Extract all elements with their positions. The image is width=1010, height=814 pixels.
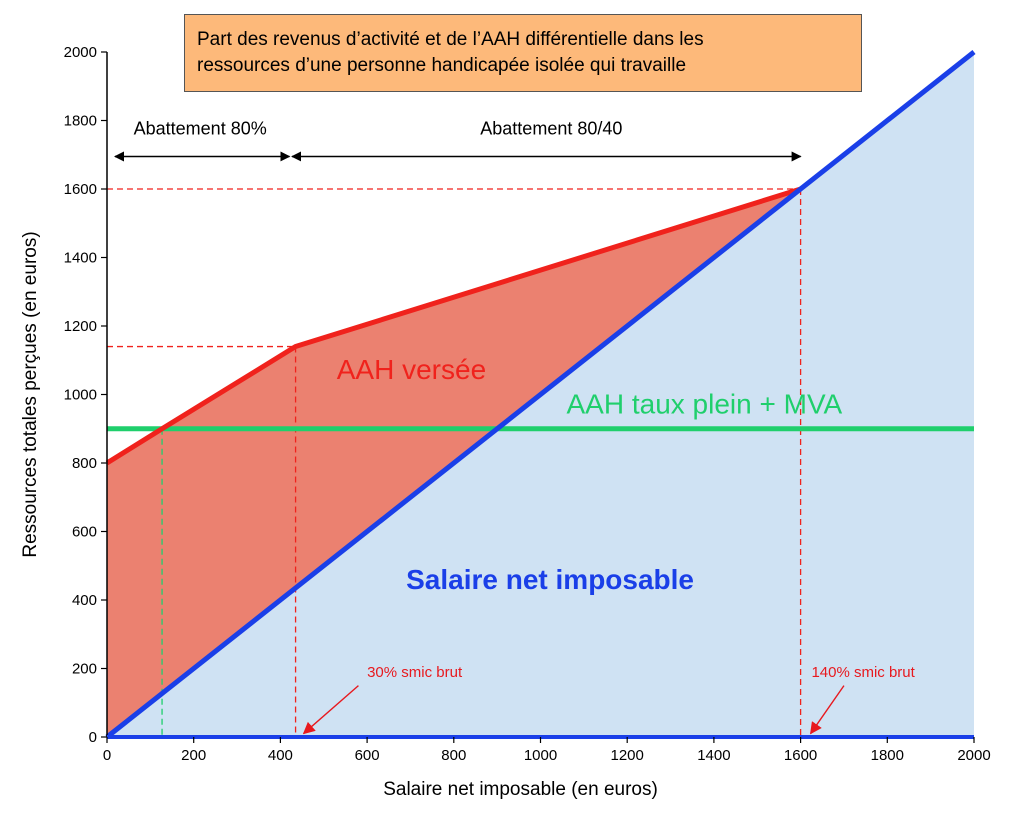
y-tick-label: 1000 — [64, 387, 97, 404]
aah-plein-label: AAH taux plein + MVA — [567, 388, 843, 419]
smic-30-label: 30% smic brut — [367, 664, 463, 681]
abattement-80-label: Abattement 80% — [134, 118, 267, 138]
smic-140-label: 140% smic brut — [811, 664, 915, 681]
abattement-80-40-label: Abattement 80/40 — [480, 118, 622, 138]
x-tick-label: 400 — [268, 747, 293, 764]
x-tick-label: 1000 — [524, 747, 557, 764]
x-axis-label: Salaire net imposable (en euros) — [383, 779, 658, 800]
y-tick-label: 600 — [72, 524, 97, 541]
x-tick-label: 200 — [181, 747, 206, 764]
y-tick-label: 0 — [89, 729, 97, 746]
y-tick-label: 2000 — [64, 44, 97, 61]
x-tick-label: 2000 — [957, 747, 990, 764]
y-tick-label: 1200 — [64, 318, 97, 335]
y-axis-label: Ressources totales perçues (en euros) — [20, 231, 41, 557]
x-tick-label: 600 — [355, 747, 380, 764]
chart-title: Part des revenus d’activité et de l’AAH … — [184, 14, 862, 92]
chart-title-line-1: Part des revenus d’activité et de l’AAH … — [197, 27, 851, 53]
x-tick-label: 1800 — [871, 747, 904, 764]
y-tick-label: 1800 — [64, 113, 97, 130]
aah-versee-label: AAH versée — [337, 354, 486, 385]
x-tick-label: 1600 — [784, 747, 817, 764]
salaire-label: Salaire net imposable — [406, 564, 694, 595]
y-tick-label: 1400 — [64, 250, 97, 267]
y-tick-label: 1600 — [64, 181, 97, 198]
chart-title-line-2: ressources d’une personne handicapée iso… — [197, 53, 851, 79]
y-tick-label: 200 — [72, 661, 97, 678]
x-tick-label: 0 — [103, 747, 111, 764]
y-tick-label: 800 — [72, 455, 97, 472]
x-tick-label: 800 — [441, 747, 466, 764]
y-tick-label: 400 — [72, 592, 97, 609]
x-tick-label: 1200 — [611, 747, 644, 764]
x-tick-label: 1400 — [697, 747, 730, 764]
